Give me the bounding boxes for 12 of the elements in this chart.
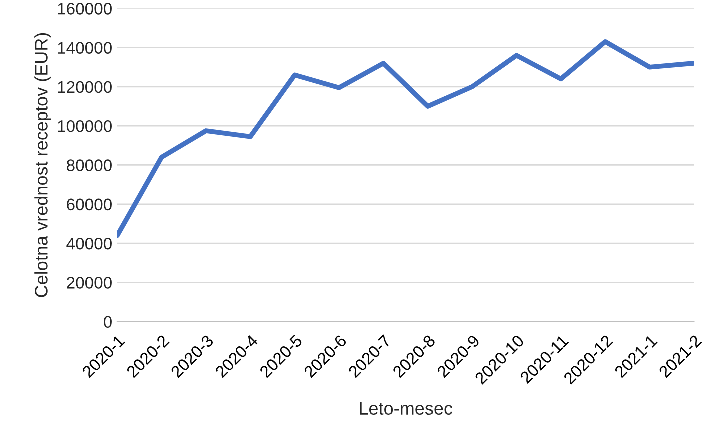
y-tick-label: 80000 <box>67 160 112 172</box>
y-tick-label: 160000 <box>58 3 112 15</box>
y-tick-label: 140000 <box>58 42 112 54</box>
x-axis-title: Leto-mesec <box>360 402 453 416</box>
y-tick-label: 0 <box>104 316 112 328</box>
y-axis-title: Celotna vrednost receptov (EUR) <box>34 33 52 298</box>
y-tick-label: 40000 <box>66 238 112 250</box>
y-tick-label: 20000 <box>67 277 112 289</box>
line-series <box>117 39 694 238</box>
y-tick-label: 100000 <box>58 120 112 132</box>
y-tick-label: 60000 <box>67 198 112 211</box>
y-tick-label: 120000 <box>58 81 112 94</box>
